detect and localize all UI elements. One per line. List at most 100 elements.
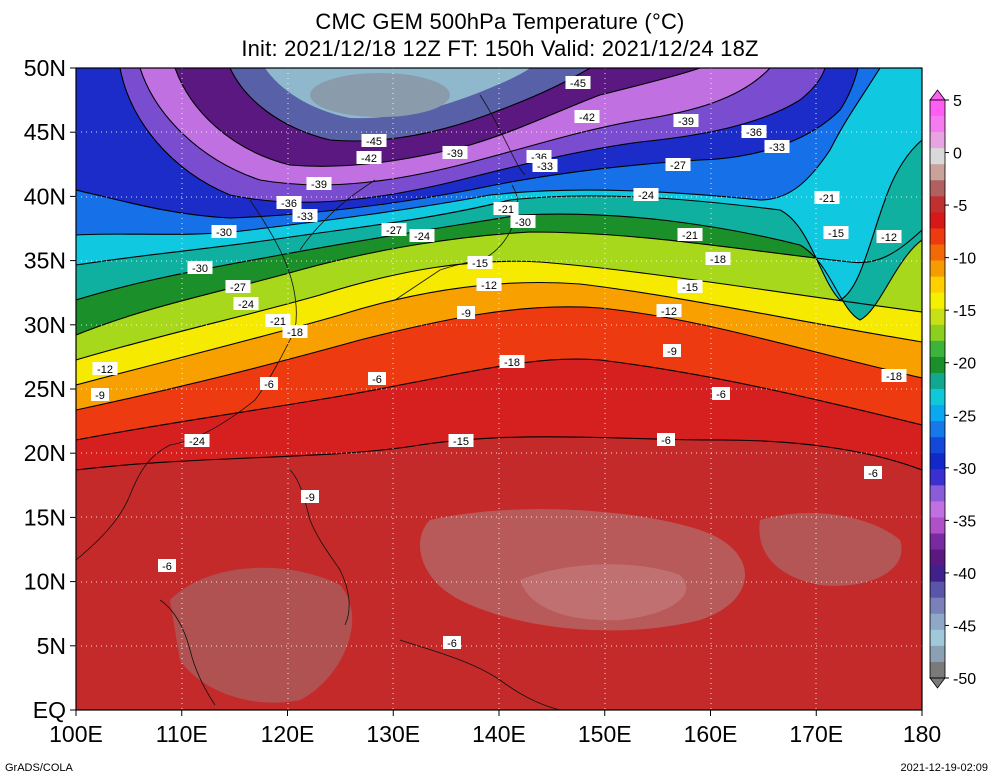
- colorbar-swatch: [930, 485, 945, 502]
- svg-text:-21: -21: [819, 193, 835, 205]
- lon-label: 100E: [49, 721, 103, 747]
- svg-text:-18: -18: [287, 327, 303, 339]
- colorbar-swatch: [930, 180, 945, 197]
- svg-text:-39: -39: [678, 116, 694, 128]
- tropical-patch-west: [170, 567, 353, 703]
- contour-value-label: -42: [356, 151, 382, 165]
- contour-value-label: -15: [448, 434, 474, 448]
- colorbar-swatch: [930, 405, 945, 422]
- svg-text:-36: -36: [281, 198, 297, 210]
- colorbar-swatch: [930, 164, 945, 181]
- contour-value-label: -39: [306, 177, 332, 191]
- contour-value-label: -6: [864, 466, 882, 480]
- lon-label: 110E: [156, 721, 208, 747]
- lat-label: 5N: [37, 633, 66, 659]
- colorbar-swatch: [930, 453, 945, 470]
- lat-label: 45N: [24, 119, 66, 145]
- svg-text:-39: -39: [311, 179, 327, 191]
- contour-value-label: -12: [656, 304, 682, 318]
- colorbar-swatch: [930, 308, 945, 326]
- lat-label: 30N: [24, 312, 66, 338]
- colorbar-swatch: [930, 324, 945, 342]
- contour-value-label: -15: [467, 256, 493, 270]
- svg-text:-18: -18: [504, 357, 520, 369]
- svg-text:-27: -27: [670, 160, 686, 172]
- contour-value-label: -30: [187, 261, 213, 275]
- svg-text:-6: -6: [264, 379, 274, 391]
- tropical-patch-east: [759, 512, 902, 586]
- contour-value-label: -21: [814, 191, 840, 205]
- svg-text:-12: -12: [881, 232, 897, 244]
- svg-text:-9: -9: [667, 346, 677, 358]
- cold-core: [310, 73, 450, 117]
- svg-text:-9: -9: [95, 390, 105, 402]
- contour-value-label: -45: [565, 76, 591, 90]
- colorbar-swatch: [930, 148, 945, 165]
- svg-text:-6: -6: [716, 389, 726, 401]
- contour-value-label: -39: [673, 114, 699, 128]
- svg-text:-42: -42: [361, 153, 377, 165]
- contour-value-label: -18: [705, 252, 731, 266]
- lat-label: 15N: [24, 504, 66, 530]
- colorbar-swatch: [930, 389, 945, 406]
- temperature-map: -45-42 -39-36-33-45-42 -39 -36-33-39-36-33-…: [24, 55, 976, 747]
- colorbar-swatch: [930, 100, 945, 117]
- contour-value-label: -6: [158, 559, 176, 573]
- colorbar-label: -10: [953, 251, 976, 268]
- colorbar-label: 5: [953, 93, 962, 110]
- contour-value-label: -27: [665, 158, 691, 172]
- contour-value-label: -33: [532, 159, 558, 173]
- contour-value-label: -6: [443, 636, 461, 650]
- svg-text:-15: -15: [472, 258, 488, 270]
- contour-value-label: -33: [764, 140, 790, 154]
- lon-label: 140E: [472, 721, 526, 747]
- contour-value-label: -6: [260, 377, 278, 391]
- tropical-patch-core: [520, 564, 687, 621]
- svg-text:-30: -30: [515, 217, 531, 229]
- svg-text:-30: -30: [192, 263, 208, 275]
- svg-text:-27: -27: [386, 225, 402, 237]
- contour-value-label: -39: [442, 146, 468, 160]
- colorbar-swatch: [930, 372, 945, 390]
- colorbar-label: -35: [953, 513, 976, 530]
- svg-text:-33: -33: [537, 161, 553, 173]
- svg-text:-12: -12: [481, 280, 497, 292]
- colorbar-swatch: [930, 437, 945, 454]
- svg-text:-33: -33: [297, 211, 313, 223]
- lat-label: 20N: [24, 440, 66, 466]
- svg-text:-24: -24: [638, 190, 654, 202]
- contour-value-label: -18: [499, 355, 525, 369]
- contour-value-label: -6: [368, 372, 386, 386]
- svg-text:-42: -42: [579, 112, 595, 124]
- lat-label: 40N: [24, 183, 66, 209]
- contour-value-label: -6: [657, 433, 675, 447]
- svg-text:-45: -45: [366, 136, 382, 148]
- colorbar-swatch: [930, 549, 945, 567]
- lat-label: 50N: [24, 55, 66, 81]
- colorbar-swatch: [930, 356, 945, 374]
- colorbar-swatch: [930, 501, 945, 518]
- colorbar-swatch: [930, 469, 945, 486]
- svg-text:-21: -21: [270, 316, 286, 328]
- contour-value-label: -9: [663, 344, 681, 358]
- contour-value-label: -6: [712, 387, 730, 401]
- svg-text:-6: -6: [661, 435, 671, 447]
- colorbar-swatch: [930, 260, 945, 278]
- svg-text:-21: -21: [682, 230, 698, 242]
- lon-label: 120E: [261, 721, 315, 747]
- colorbar-swatch: [930, 661, 945, 679]
- contour-value-label: -21: [493, 202, 519, 216]
- colorbar-swatch: [930, 228, 945, 245]
- colorbar-label: 0: [953, 146, 962, 163]
- svg-text:-30: -30: [216, 227, 232, 239]
- contour-value-label: -18: [881, 369, 907, 383]
- lon-label: 160E: [684, 721, 738, 747]
- svg-text:-18: -18: [886, 371, 902, 383]
- colorbar-swatch: [930, 196, 945, 213]
- svg-text:-33: -33: [769, 142, 785, 154]
- contour-lines: [76, 68, 922, 471]
- lon-label: 130E: [366, 721, 420, 747]
- lat-label: 35N: [24, 248, 66, 274]
- colorbar-swatch: [930, 116, 945, 133]
- svg-text:-15: -15: [682, 282, 698, 294]
